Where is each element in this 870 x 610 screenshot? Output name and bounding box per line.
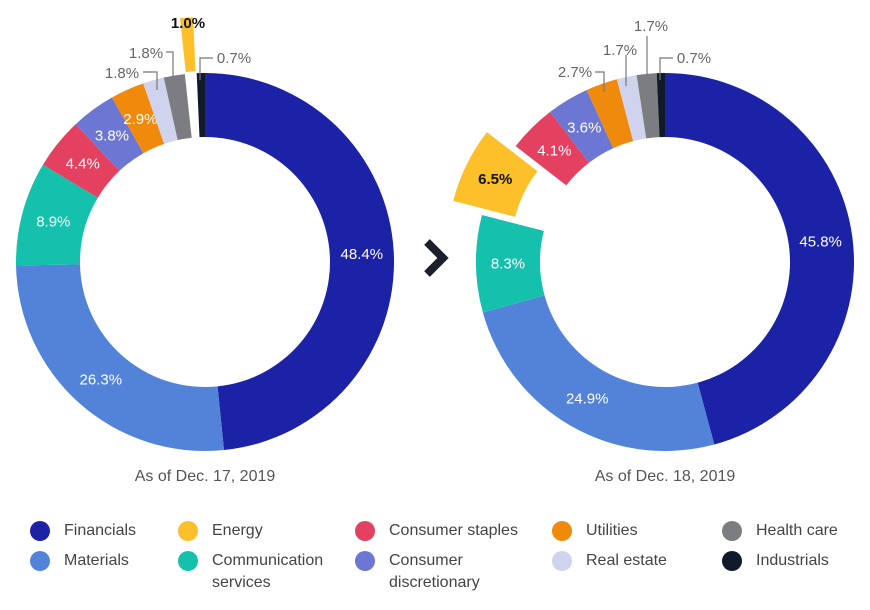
legend-item: Health care xyxy=(722,520,838,542)
slice-financials xyxy=(665,73,854,445)
legend-label: Energy xyxy=(212,522,263,539)
data-label: 1.7% xyxy=(634,18,668,35)
legend-item: Communication services xyxy=(178,550,342,594)
data-label: 1.8% xyxy=(105,65,139,82)
data-label: 8.9% xyxy=(36,214,70,231)
data-label: 24.9% xyxy=(566,390,609,407)
data-label: 8.3% xyxy=(491,255,525,272)
legend-item: Materials xyxy=(30,550,129,572)
data-label: 1.8% xyxy=(129,45,163,62)
data-label: 4.4% xyxy=(66,155,100,172)
data-label: 48.4% xyxy=(341,246,384,263)
data-label: 2.9% xyxy=(123,111,157,128)
legend-label: Industrials xyxy=(756,552,829,569)
leader-line xyxy=(199,57,213,80)
legend-swatch xyxy=(722,551,742,571)
legend-item: Real estate xyxy=(552,550,667,572)
slice-health-care xyxy=(163,74,192,141)
legend-swatch xyxy=(30,551,50,571)
legend-item: Consumer discretionary xyxy=(355,550,519,594)
slice-energy xyxy=(453,132,538,217)
data-label: 45.8% xyxy=(799,233,842,250)
donut-chart-1: 48.4% 26.3% 8.9% 4.4% 3.8%2.9% 1.8% 1.8% 1.0% 0.… xyxy=(16,15,394,485)
legend-item: Energy xyxy=(178,520,263,542)
legend-item: Financials xyxy=(30,520,136,542)
slice-consumer-discretionary xyxy=(75,97,144,171)
slice-industrials xyxy=(196,73,205,138)
slice-industrials xyxy=(656,73,665,138)
legend-swatch xyxy=(722,521,742,541)
legend-swatch xyxy=(552,521,572,541)
legend: Financials Energy Consumer staples Utilitie… xyxy=(0,518,870,608)
slice-communication-services xyxy=(475,214,545,313)
legend-swatch xyxy=(355,551,375,571)
data-label: 1.7% xyxy=(603,42,637,59)
slice-energy xyxy=(180,17,196,72)
legend-item: Consumer staples xyxy=(355,520,518,542)
legend-label: Consumer discretionary xyxy=(389,552,480,591)
data-label: 1.0% xyxy=(171,15,205,32)
legend-swatch xyxy=(178,551,198,571)
legend-label: Communication services xyxy=(212,552,324,591)
legend-label: Financials xyxy=(64,522,137,539)
data-label: 0.7% xyxy=(677,50,711,67)
chart-caption: As of Dec. 17, 2019 xyxy=(135,468,276,485)
slice-utilities xyxy=(586,79,634,149)
leader-line xyxy=(659,57,673,80)
slice-real-estate xyxy=(143,77,178,144)
data-label: 3.6% xyxy=(567,119,601,136)
data-label: 3.8% xyxy=(95,128,129,145)
slice-materials xyxy=(482,295,715,452)
data-label: 26.3% xyxy=(80,371,123,388)
chart-caption: As of Dec. 18, 2019 xyxy=(595,468,736,485)
chevron-right-icon xyxy=(424,239,449,277)
data-label: 2.7% xyxy=(558,64,592,81)
data-label: 4.1% xyxy=(537,143,571,160)
legend-label: Health care xyxy=(756,522,838,539)
slice-financials xyxy=(205,73,394,451)
legend-swatch xyxy=(552,551,572,571)
slice-consumer-staples xyxy=(515,111,590,186)
legend-swatch xyxy=(178,521,198,541)
legend-label: Consumer staples xyxy=(389,522,518,539)
slice-utilities xyxy=(111,83,165,154)
legend-swatch xyxy=(355,521,375,541)
legend-label: Utilities xyxy=(586,522,638,539)
legend-swatch xyxy=(30,521,50,541)
slice-materials xyxy=(16,264,224,451)
data-label: 0.7% xyxy=(217,50,251,67)
donut-chart-2: 45.8% 24.9% 8.3% 6.5% 4.1% 3.6% 2.7% 1.7% 1.7% 0.… xyxy=(453,18,854,485)
slice-communication-services xyxy=(16,164,98,266)
leader-line xyxy=(166,51,174,76)
leader-line xyxy=(143,71,158,90)
legend-label: Real estate xyxy=(586,552,667,569)
slice-consumer-discretionary xyxy=(550,89,614,163)
slice-health-care xyxy=(636,73,660,139)
legend-item: Utilities xyxy=(552,520,638,542)
slice-real-estate xyxy=(616,75,647,142)
leader-line xyxy=(595,71,605,92)
legend-item: Industrials xyxy=(722,550,829,572)
slice-consumer-staples xyxy=(42,124,120,198)
data-label: 6.5% xyxy=(478,171,512,188)
legend-label: Materials xyxy=(64,552,129,569)
